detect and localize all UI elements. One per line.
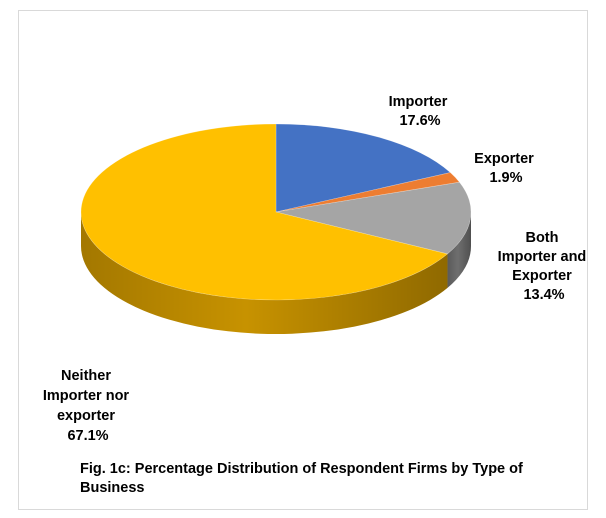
pie-side-shade-neither bbox=[81, 212, 448, 334]
data-label-both: Both Importer and Exporter 13.4% bbox=[498, 230, 591, 303]
pie-sides bbox=[81, 212, 471, 334]
pie-slices bbox=[80, 123, 472, 301]
data-label-importer: Importer 17.6% bbox=[389, 94, 452, 129]
data-label-exporter: Exporter 1.9% bbox=[474, 151, 538, 186]
pie-slice-importer bbox=[275, 123, 451, 213]
pie-slice-both bbox=[275, 181, 472, 255]
pie-slice-neither bbox=[80, 123, 449, 301]
pie-side-shade-both bbox=[447, 212, 471, 288]
figure-caption: Fig. 1c: Percentage Distribution of Resp… bbox=[80, 461, 523, 496]
data-label-neither: Neither Importer nor exporter 67.1% bbox=[43, 368, 133, 444]
pie-slice-exporter bbox=[275, 172, 461, 213]
